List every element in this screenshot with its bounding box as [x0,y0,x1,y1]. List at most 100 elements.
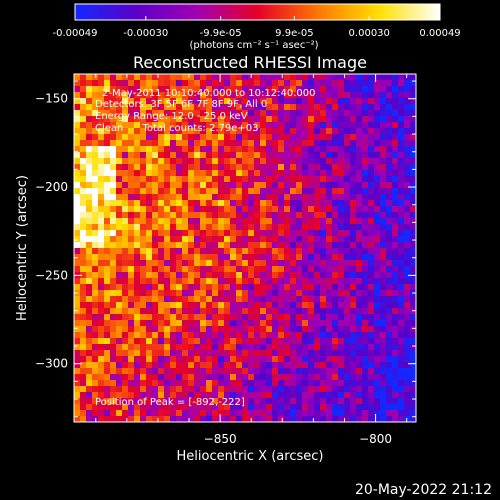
heatmap-cell [122,284,129,291]
heatmap-cell [224,392,231,399]
heatmap-cell [80,374,87,381]
heatmap-cell [182,302,189,309]
heatmap-cell [230,284,237,291]
heatmap-cell [218,176,225,183]
heatmap-cell [170,242,177,249]
heatmap-cell [182,182,189,189]
heatmap-cell [350,218,357,225]
heatmap-cell [230,356,237,363]
heatmap-cell [152,140,159,147]
heatmap-cell [398,344,405,351]
heatmap-cell [86,290,93,297]
heatmap-cell [278,164,285,171]
heatmap-cell [260,206,267,213]
heatmap-cell [284,146,291,153]
heatmap-cell [332,362,339,369]
heatmap-cell [74,296,81,303]
heatmap-cell [110,416,117,422]
heatmap-cell [218,104,225,111]
heatmap-cell [164,200,171,207]
heatmap-cell [392,338,399,345]
heatmap-cell [176,386,183,393]
heatmap-cell [164,182,171,189]
heatmap-cell [386,206,393,213]
heatmap-cell [170,164,177,171]
heatmap-cell [374,182,381,189]
heatmap-cell [350,110,357,117]
heatmap-cell [158,314,165,321]
heatmap-cell [368,134,375,141]
heatmap-cell [284,122,291,129]
heatmap-cell [332,152,339,159]
heatmap-cell [350,200,357,207]
heatmap-cell [200,320,207,327]
heatmap-cell [122,80,129,87]
heatmap-cell [290,284,297,291]
heatmap-cell [242,110,249,117]
heatmap-cell [266,362,273,369]
heatmap-cell [266,74,273,81]
heatmap-cell [260,404,267,411]
heatmap-cell [356,278,363,285]
heatmap-cell [116,284,123,291]
heatmap-cell [368,278,375,285]
heatmap-cell [410,278,416,285]
heatmap-cell [140,326,147,333]
heatmap-cell [146,200,153,207]
heatmap-cell [164,410,171,417]
heatmap-cell [230,272,237,279]
heatmap-cell [170,170,177,177]
heatmap-cell [392,140,399,147]
heatmap-cell [188,314,195,321]
heatmap-cell [188,416,195,422]
heatmap-cell [188,164,195,171]
heatmap-cell [248,404,255,411]
heatmap-cell [338,152,345,159]
heatmap-cell [200,380,207,387]
heatmap-cell [218,386,225,393]
heatmap-cell [368,104,375,111]
heatmap-cell [314,332,321,339]
heatmap-cell [380,290,387,297]
heatmap-cell [92,278,99,285]
heatmap-cell [140,176,147,183]
heatmap-cell [230,176,237,183]
heatmap-cell [212,386,219,393]
heatmap-cell [284,386,291,393]
heatmap-cell [392,164,399,171]
heatmap-cell [260,140,267,147]
heatmap-cell [140,344,147,351]
heatmap-cell [410,146,416,153]
heatmap-cell [236,320,243,327]
heatmap-cell [272,392,279,399]
heatmap-cell [110,392,117,399]
heatmap-cell [290,116,297,123]
heatmap-cell [302,380,309,387]
heatmap-cell [176,332,183,339]
heatmap-cell [116,266,123,273]
heatmap-cell [128,332,135,339]
heatmap-cell [146,110,153,117]
heatmap-cell [128,182,135,189]
heatmap-cell [278,194,285,201]
heatmap-cell [320,158,327,165]
heatmap-cell [380,176,387,183]
heatmap-cell [224,194,231,201]
heatmap-cell [398,92,405,99]
heatmap-cell [254,170,261,177]
heatmap-cell [308,374,315,381]
heatmap-cell [314,86,321,93]
heatmap-cell [218,332,225,339]
heatmap-cell [86,104,93,111]
heatmap-cell [356,404,363,411]
heatmap-cell [188,218,195,225]
heatmap-cell [260,92,267,99]
heatmap-cell [302,194,309,201]
heatmap-cell [362,170,369,177]
heatmap-cell [164,404,171,411]
heatmap-cell [116,296,123,303]
heatmap-cell [92,158,99,165]
heatmap-cell [272,266,279,273]
heatmap-cell [392,398,399,405]
heatmap-cell [272,164,279,171]
